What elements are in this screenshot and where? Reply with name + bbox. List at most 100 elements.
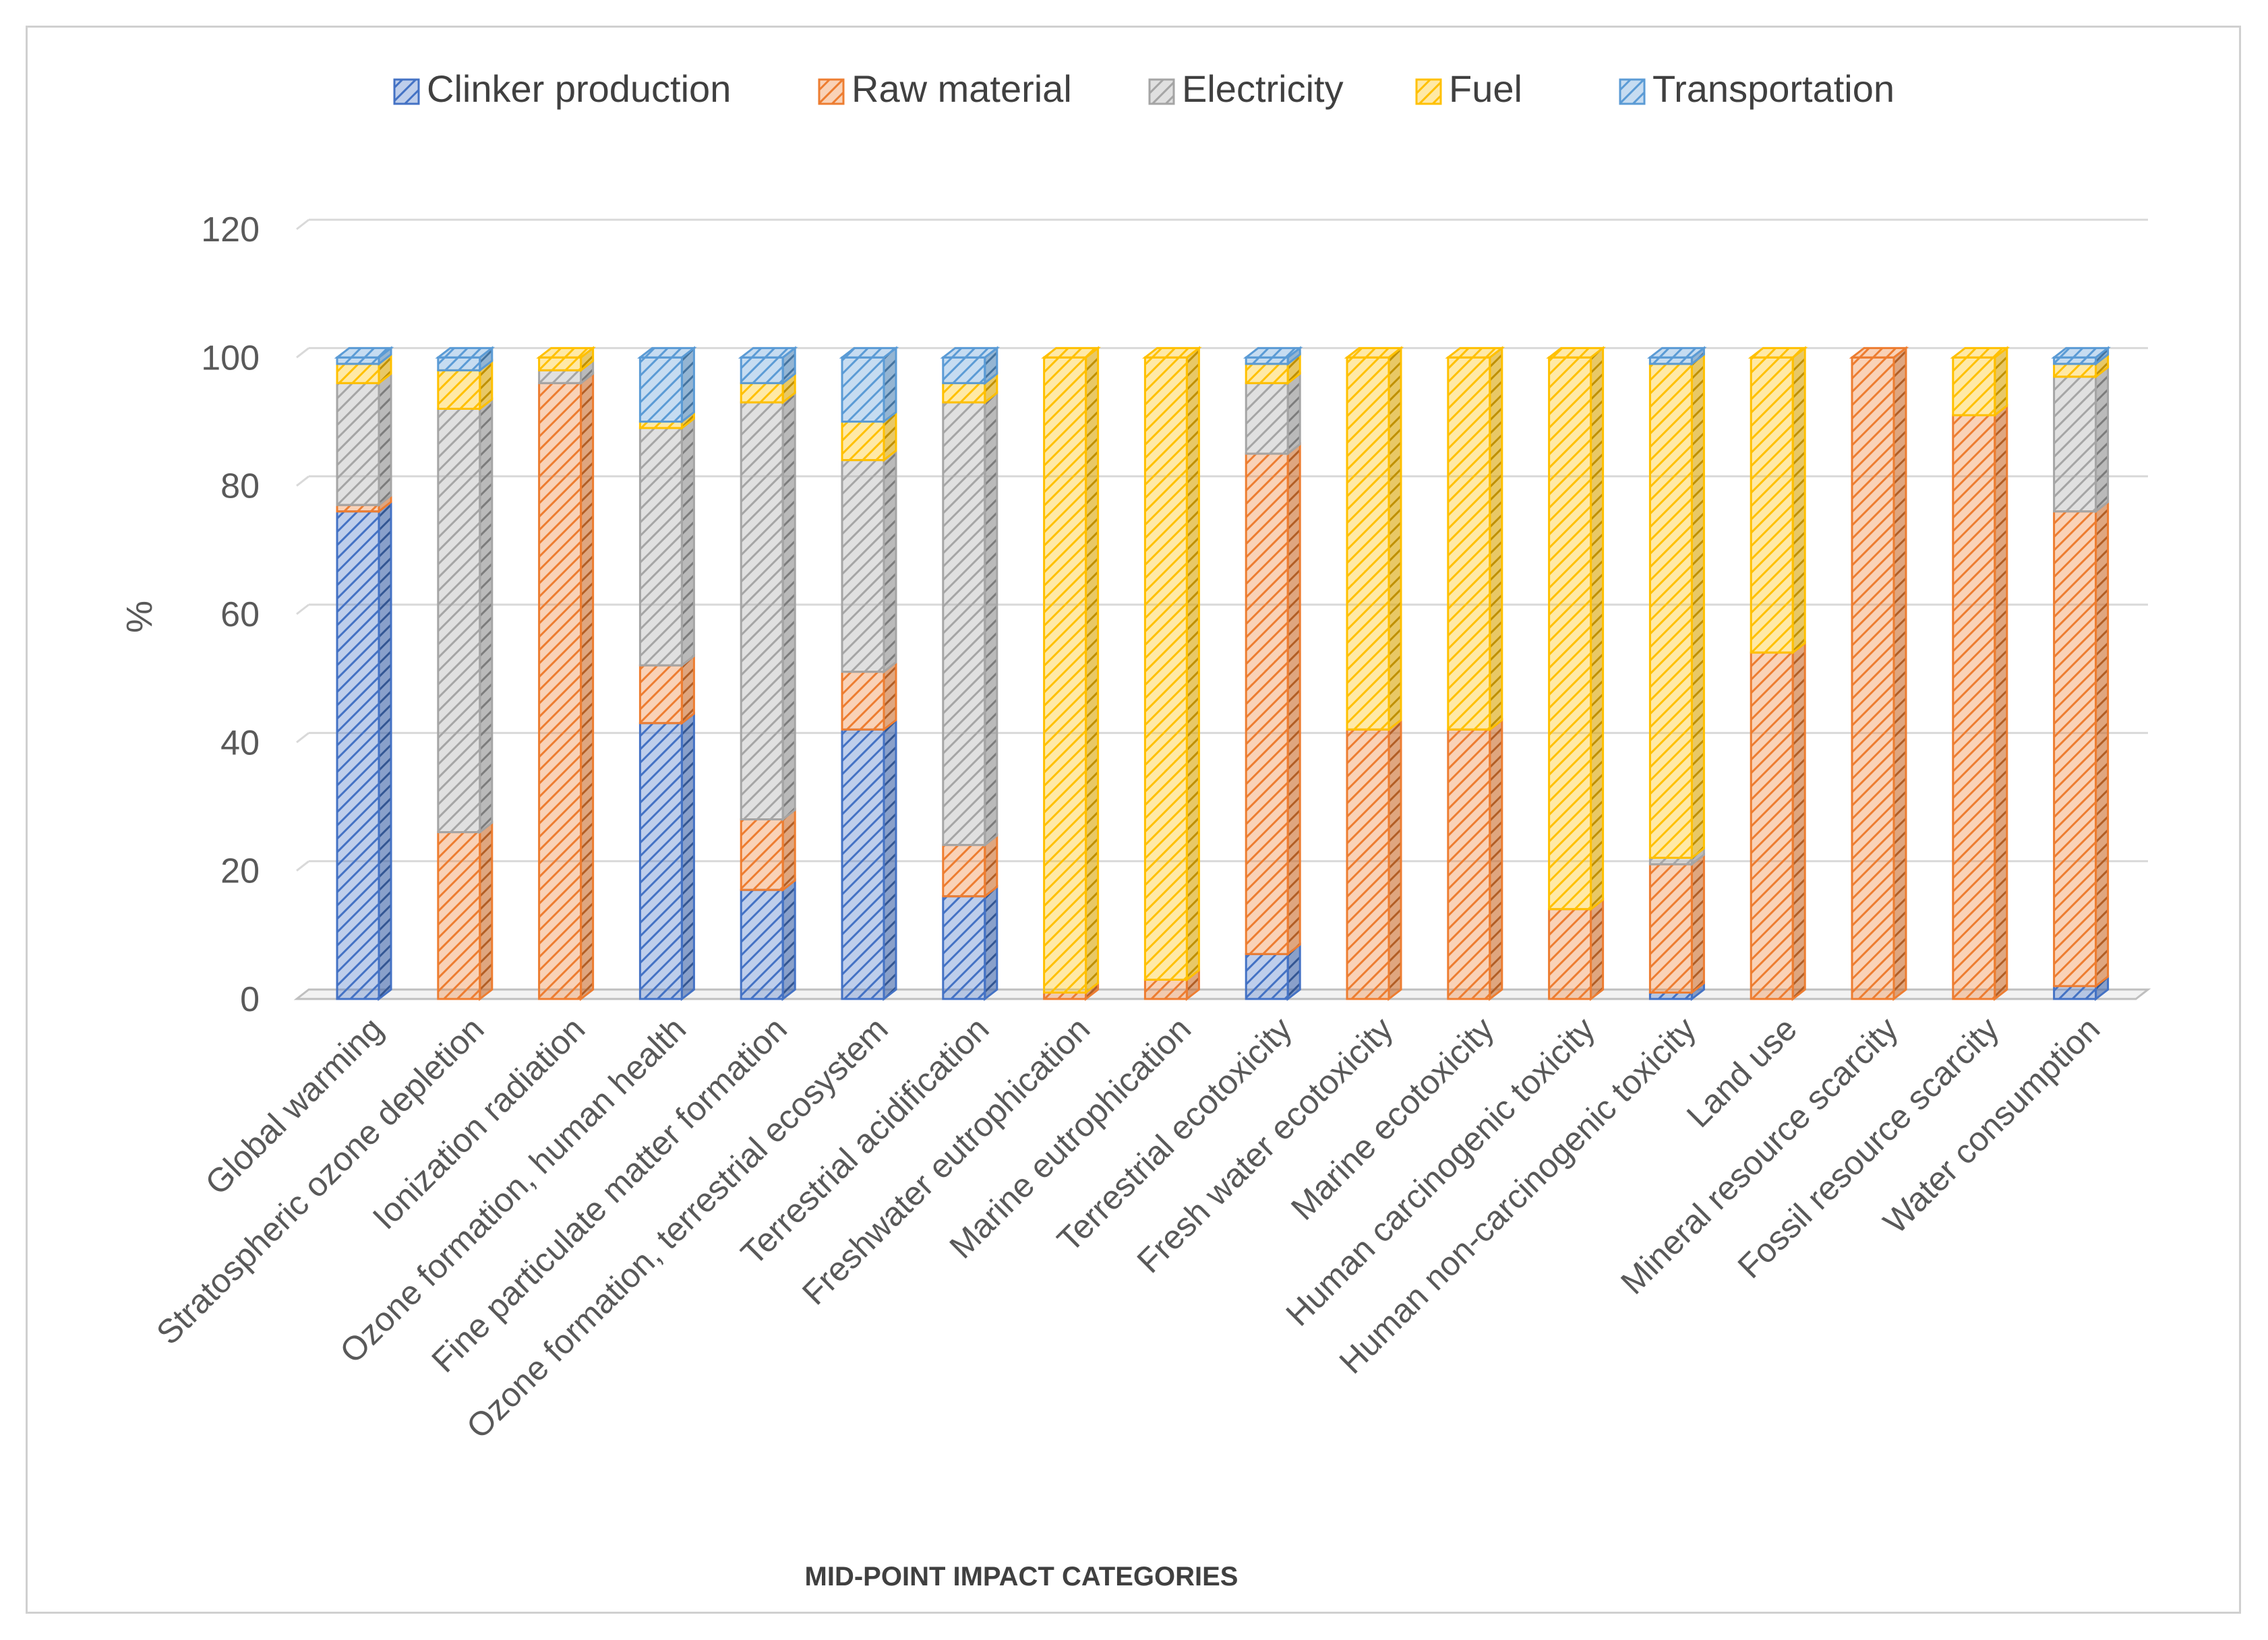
bar-segment-transportation-ozone-formation-human-health [638, 346, 695, 424]
bar-segment-clinker-production-ozone-formation-terrestrial-ecosystem [841, 718, 897, 1002]
bar-ozone-formation-human-health [637, 346, 697, 1002]
bar-segment-electricity-global-warming [336, 371, 392, 508]
bar-segment-electricity-terrestrial-ecotoxicity [1245, 371, 1301, 456]
x-tick-label-fine-particulate-matter-formation: Fine particulate matter formation [424, 1010, 794, 1380]
x-tick-label-human-non-carcinogenic-toxicity: Human non-carcinogenic toxicity [1332, 1010, 1704, 1381]
legend-swatch-raw-material [818, 78, 845, 105]
bar-top-marine-eutrophication [1142, 346, 1202, 359]
bar-segment-raw-material-fresh-water-ecotoxicity [1346, 718, 1402, 1002]
bar-terrestrial-acidification [940, 346, 1001, 1002]
bar-top-marine-ecotoxicity [1445, 346, 1505, 359]
legend-swatch-electricity [1148, 78, 1175, 105]
legend-swatch-transportation [1619, 78, 1646, 105]
bar-stratospheric-ozone-depletion [435, 346, 496, 1002]
bars [334, 346, 2111, 1002]
legend: Clinker production Raw material Electricit… [393, 67, 1894, 110]
bar-segment-raw-material-mineral-resource-scarcity [1851, 346, 1907, 1002]
bar-top-water-consumption [2051, 346, 2111, 359]
bar-ozone-formation-terrestrial-ecosystem [839, 346, 899, 1002]
gridline-side-40 [296, 732, 309, 743]
bar-top-land-use [1748, 346, 1808, 359]
bar-segment-raw-material-terrestrial-acidification [942, 833, 998, 899]
legend-label-raw-material: Raw material [852, 67, 1072, 110]
bar-segment-electricity-ozone-formation-terrestrial-ecosystem [841, 448, 897, 674]
legend-item-electricity: Electricity [1148, 67, 1344, 110]
bar-top-fresh-water-ecotoxicity [1344, 346, 1404, 359]
bar-marine-ecotoxicity [1445, 346, 1505, 1002]
bar-segment-raw-material-ionization-radiation [538, 371, 595, 1002]
y-tick-label-100: 100 [201, 338, 260, 377]
bar-segment-raw-material-fine-particulate-matter-formation [740, 808, 796, 892]
bar-ionization-radiation [536, 346, 596, 1002]
bar-top-ozone-formation-human-health [637, 346, 697, 359]
bar-segment-raw-material-ozone-formation-terrestrial-ecosystem [841, 660, 897, 732]
bar-segment-clinker-production-terrestrial-acidification [942, 884, 998, 1002]
bar-segment-fuel-fresh-water-ecotoxicity [1346, 346, 1402, 732]
bar-top-fine-particulate-matter-formation [738, 346, 798, 359]
bar-top-terrestrial-acidification [940, 346, 1001, 359]
y-axis-title: % [119, 601, 160, 633]
bar-segment-clinker-production-ozone-formation-human-health [638, 711, 695, 1002]
bar-segment-fuel-land-use [1750, 346, 1806, 655]
bar-segment-electricity-stratospheric-ozone-depletion [437, 397, 494, 834]
legend-swatch-clinker-production [393, 78, 420, 105]
legend-swatch-fuel [1415, 78, 1442, 105]
bar-terrestrial-ecotoxicity [1243, 346, 1303, 1002]
grid-lines [296, 218, 2148, 872]
bar-marine-eutrophication [1142, 346, 1202, 1002]
legend-label-fuel: Fuel [1449, 67, 1522, 110]
y-tick-label-80: 80 [220, 467, 260, 506]
y-tick-label-40: 40 [220, 723, 260, 762]
bar-top-ozone-formation-terrestrial-ecosystem [839, 346, 899, 359]
legend-item-fuel: Fuel [1415, 67, 1522, 110]
legend-item-raw-material: Raw material [818, 67, 1072, 110]
bar-top-human-carcinogenic-toxicity [1546, 346, 1606, 359]
legend-item-clinker-production: Clinker production [393, 67, 731, 110]
bar-segment-fuel-water-consumption [2053, 352, 2110, 379]
bar-segment-fuel-terrestrial-acidification [942, 371, 998, 405]
x-axis-title: MID-POINT IMPACT CATEGORIES [805, 1562, 1239, 1591]
y-tick-label-20: 20 [220, 852, 260, 891]
bar-segment-raw-material-marine-ecotoxicity [1447, 718, 1503, 1002]
bar-fresh-water-ecotoxicity [1344, 346, 1404, 1002]
gridline-side-20 [296, 860, 309, 872]
gridline-side-100 [296, 347, 309, 359]
bar-segment-fuel-human-carcinogenic-toxicity [1548, 346, 1605, 911]
bar-segment-fuel-human-non-carcinogenic-toxicity [1648, 352, 1705, 860]
bar-segment-electricity-ozone-formation-human-health [638, 416, 695, 668]
y-tick-label-0: 0 [240, 980, 260, 1019]
bar-mineral-resource-scarcity [1849, 346, 1909, 1002]
bar-human-carcinogenic-toxicity [1546, 346, 1606, 1002]
bar-fine-particulate-matter-formation [738, 346, 798, 1002]
bar-segment-raw-material-water-consumption [2053, 499, 2110, 989]
bar-top-terrestrial-ecotoxicity [1243, 346, 1303, 359]
bar-segment-raw-material-human-carcinogenic-toxicity [1548, 897, 1605, 1002]
bar-top-global-warming [334, 346, 394, 359]
bar-global-warming [334, 346, 394, 1002]
bar-segment-raw-material-human-non-carcinogenic-toxicity [1648, 853, 1705, 995]
bar-segment-fuel-freshwater-eutrophication [1043, 346, 1100, 995]
bar-freshwater-eutrophication [1041, 346, 1101, 1002]
y-axis-ticks: 0 20 40 60 80 100 120 [201, 210, 260, 1019]
bar-top-ionization-radiation [536, 346, 596, 359]
y-tick-label-120: 120 [201, 210, 260, 249]
bar-top-mineral-resource-scarcity [1849, 346, 1909, 359]
gridline-side-60 [296, 603, 309, 615]
bar-segment-raw-material-land-use [1750, 641, 1806, 1002]
bar-top-fossil-resource-scarcity [1950, 346, 2010, 359]
bar-segment-fuel-marine-ecotoxicity [1447, 346, 1503, 732]
legend-label-electricity: Electricity [1182, 67, 1344, 110]
bar-segment-fuel-ozone-formation-terrestrial-ecosystem [841, 410, 897, 462]
bar-segment-electricity-fine-particulate-matter-formation [740, 390, 796, 822]
bar-top-human-non-carcinogenic-toxicity [1647, 346, 1707, 359]
bar-segment-fuel-marine-eutrophication [1143, 346, 1200, 982]
bar-segment-clinker-production-fine-particulate-matter-formation [740, 878, 796, 1002]
bar-segment-electricity-water-consumption [2053, 365, 2110, 514]
x-tick-label-global-warming: Global warming [198, 1010, 390, 1202]
bar-water-consumption [2051, 346, 2111, 1002]
bar-segment-electricity-terrestrial-acidification [942, 390, 998, 847]
legend-label-transportation: Transportation [1652, 67, 1894, 110]
bar-top-freshwater-eutrophication [1041, 346, 1101, 359]
